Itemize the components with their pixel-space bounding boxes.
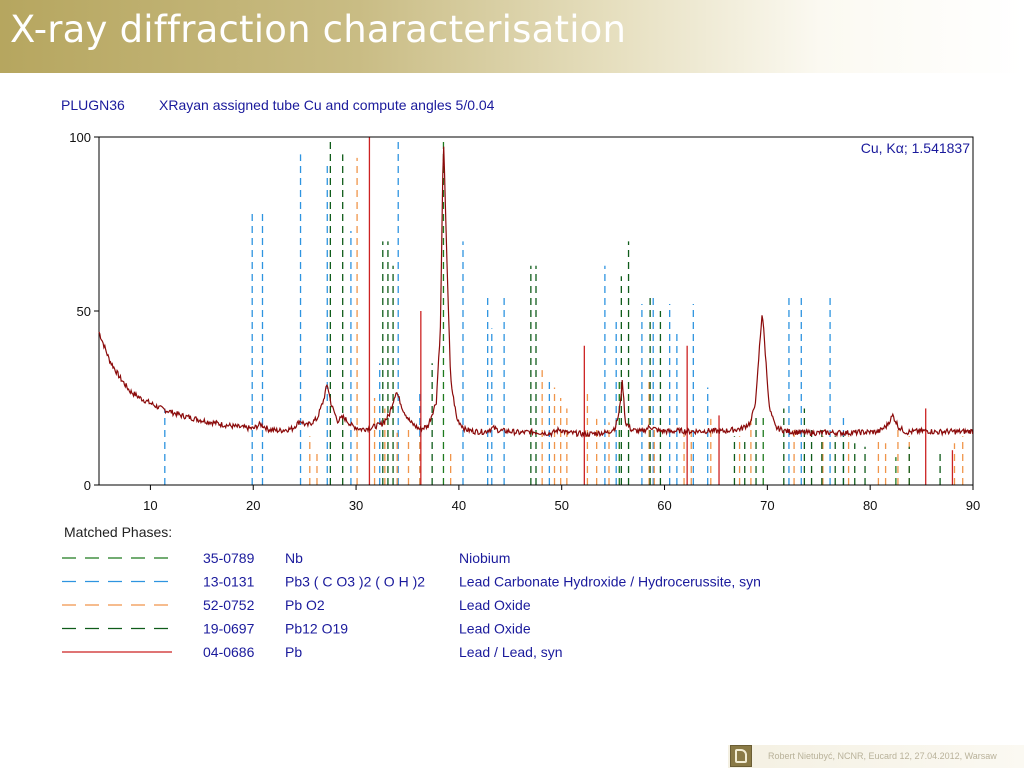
logo-icon bbox=[730, 745, 752, 767]
legend-name-52-0752: Lead Oxide bbox=[459, 597, 531, 613]
xrd-chart: 10 20 30 40 50 60 70 80 90 0 50 100 Cu, Kα; 1.54183… bbox=[62, 130, 980, 660]
slide-title: X-ray diffraction characterisation bbox=[10, 8, 627, 51]
x-tick-label-70: 70 bbox=[760, 498, 774, 513]
legend-card-35-0789: 35-0789 bbox=[203, 550, 255, 566]
legend-name-13-0131: Lead Carbonate Hydroxide / Hydrocerussit… bbox=[459, 574, 761, 590]
x-tick-label-40: 40 bbox=[452, 498, 466, 513]
legend-name-35-0789: Niobium bbox=[459, 550, 510, 566]
phase-legend: 35-0789 Nb Niobium 13-0131 Pb3 ( C O3 )2 ( O… bbox=[62, 550, 761, 660]
x-tick-label-80: 80 bbox=[863, 498, 877, 513]
legend-formula-52-0752: Pb O2 bbox=[285, 597, 325, 613]
x-tick-label-10: 10 bbox=[143, 498, 157, 513]
sample-id: PLUGN36 bbox=[61, 97, 125, 113]
title-bar: X-ray diffraction characterisation bbox=[0, 0, 1024, 73]
x-tick-label-90: 90 bbox=[966, 498, 980, 513]
legend-name-19-0697: Lead Oxide bbox=[459, 621, 531, 637]
matched-phases-title: Matched Phases: bbox=[64, 524, 172, 540]
legend-card-52-0752: 52-0752 bbox=[203, 597, 255, 613]
legend-formula-19-0697: Pb12 O19 bbox=[285, 621, 348, 637]
legend-formula-35-0789: Nb bbox=[285, 550, 303, 566]
axis-ticks: 10 20 30 40 50 60 70 80 90 0 50 100 bbox=[69, 130, 980, 513]
x-tick-label-50: 50 bbox=[554, 498, 568, 513]
footer-band bbox=[728, 745, 1024, 768]
wavelength-annotation: Cu, Kα; 1.541837 bbox=[861, 140, 970, 156]
chart-description: XRayan assigned tube Cu and compute angl… bbox=[159, 97, 495, 113]
legend-formula-13-0131: Pb3 ( C O3 )2 ( O H )2 bbox=[285, 574, 425, 590]
legend-formula-04-0686: Pb bbox=[285, 644, 302, 660]
x-tick-label-60: 60 bbox=[657, 498, 671, 513]
legend-card-19-0697: 19-0697 bbox=[203, 621, 255, 637]
x-tick-label-20: 20 bbox=[246, 498, 260, 513]
legend-card-13-0131: 13-0131 bbox=[203, 574, 255, 590]
legend-name-04-0686: Lead / Lead, syn bbox=[459, 644, 563, 660]
x-tick-label-30: 30 bbox=[349, 498, 363, 513]
diffraction-trace bbox=[98, 146, 974, 438]
y-tick-label-100: 100 bbox=[69, 130, 91, 145]
footer-credit: Robert Nietubyć, NCNR, Eucard 12, 27.04.… bbox=[768, 751, 997, 761]
y-tick-label-50: 50 bbox=[77, 304, 91, 319]
legend-card-04-0686: 04-0686 bbox=[203, 644, 255, 660]
y-tick-label-0: 0 bbox=[84, 478, 91, 493]
reference-sticks bbox=[164, 137, 964, 485]
